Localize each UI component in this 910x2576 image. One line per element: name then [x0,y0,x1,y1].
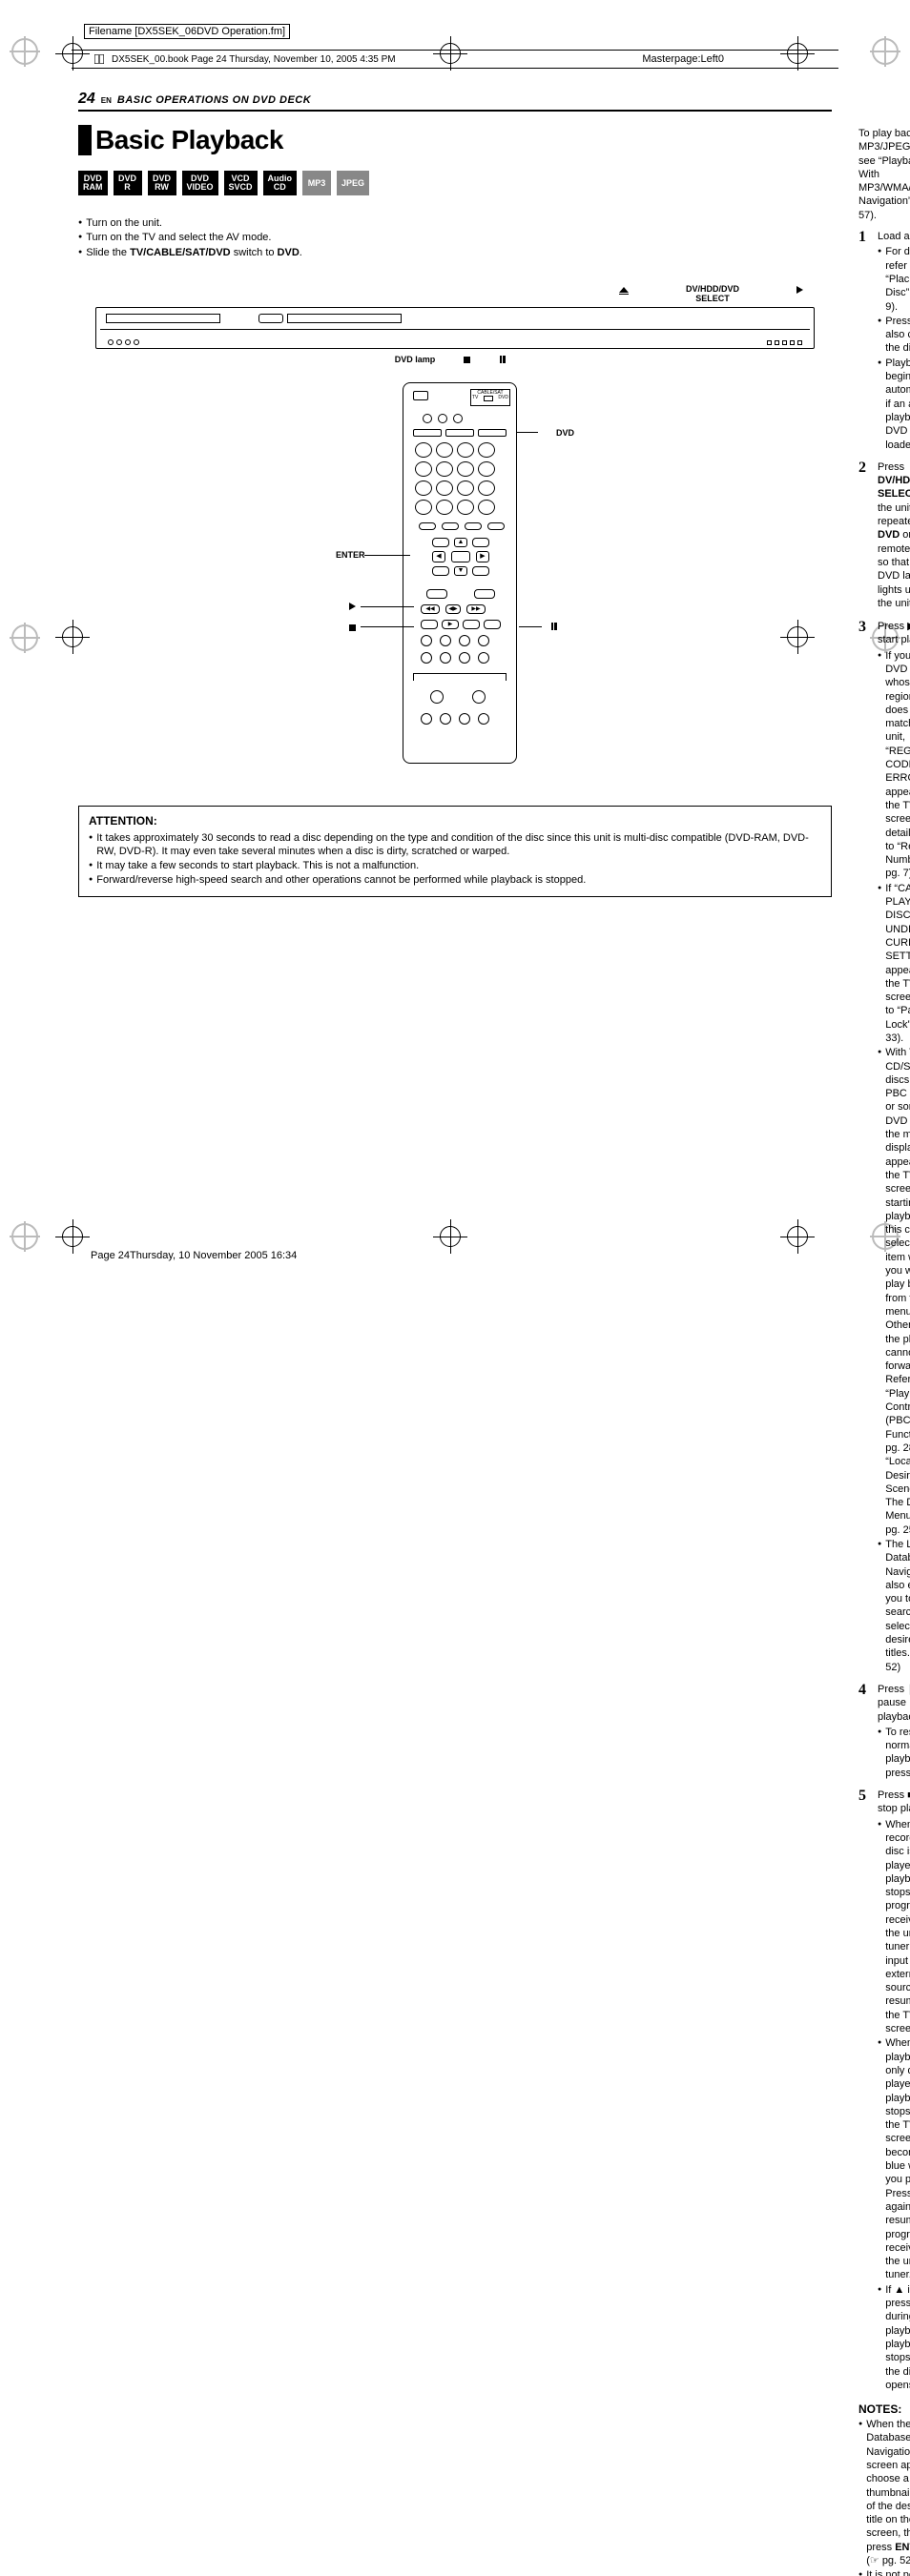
setup-bullets: Turn on the unit.Turn on the TV and sele… [78,216,832,259]
step-text: Press ▶ to start playback. [878,620,910,647]
remote-play-label [349,602,356,611]
step-body: Press ▶ to start playback.If you load a … [878,620,910,1675]
step: 3Press ▶ to start playback.If you load a… [858,620,910,1675]
format-badge: DVDR [114,171,142,195]
notes-item: When the Library Database Navigation scr… [858,2418,910,2567]
attention-item: It may take a few seconds to start playb… [89,859,821,872]
stop-icon [464,355,470,365]
notes-list: When the Library Database Navigation scr… [858,2418,910,2576]
play-symbol-label [796,284,803,303]
deck-bottom-labels: DVD lamp [78,355,832,365]
step: 4Press ❚❚ to pause playback.To resume no… [858,1683,910,1781]
step-text: Load a disc. [878,230,910,243]
dvd-lamp-label: DVD lamp [395,355,436,365]
select-label-line2: SELECT [686,294,739,303]
page-number-row: 24 EN BASIC OPERATIONS ON DVD DECK [78,91,832,112]
heading-text: Basic Playback [95,125,283,155]
step-sub-item: To resume normal playback, press ▶. [878,1726,910,1780]
remote-stop-label [349,623,356,632]
format-badge: DVDRAM [78,171,108,195]
reg-mark [872,38,899,65]
step-text: Press ■ to stop playback. [878,1789,910,1816]
header-book-icon: DX5SEK_00.book Page 24 Thursday, Novembe… [93,52,396,66]
attention-heading: ATTENTION: [89,814,821,828]
step-sub-item: Pressing ▶ also closes the disc tray. [878,315,910,356]
step-sub-item: With Video CD/SVCD discs with PBC contro… [878,1046,910,1537]
setup-bullet-item: Turn on the unit. [78,216,832,230]
reg-mark [11,38,38,65]
attention-box: ATTENTION: It takes approximately 30 sec… [78,806,832,897]
right-intro: To play back an MP3/JPEG disc, see “Play… [858,127,910,222]
step-sub-item: If “CAN NOT PLAY BACK DISC UNDER CURRENT… [878,882,910,1046]
remote-illustration: CABLE/SAT TVDVD [336,382,574,783]
page: Filename [DX5SEK_06DVD Operation.fm] DX5… [0,0,910,1288]
notes-item: It is not possible to playback the DVD d… [858,2568,910,2576]
step-text: Press ❚❚ to pause playback. [878,1683,910,1724]
deck-illustration [95,307,815,349]
filename-label: Filename [DX5SEK_06DVD Operation.fm] [84,24,290,39]
step-sub-list: If you load a DVD disc whose region code… [878,649,910,1674]
heading-bar [78,125,92,155]
format-badge: DVDRW [148,171,176,195]
step-number: 3 [858,620,872,1675]
step-sub-item: For details, refer to “Placing A Disc” (… [878,245,910,313]
deck-top-labels: DV/HDD/DVD SELECT [78,284,832,303]
step-number: 5 [858,1789,872,2393]
step-body: Press ❚❚ to pause playback.To resume nor… [878,1683,910,1781]
step: 5Press ■ to stop playback.When a recorda… [858,1789,910,2393]
reg-mark [11,624,38,651]
step-number: 2 [858,460,872,612]
select-label-line1: DV/HDD/DVD [686,284,739,294]
step: 1 Load a disc. For details, refer to “Plac… [858,230,910,453]
format-badge: JPEG [337,171,369,195]
step-body: Press ■ to stop playback.When a recordab… [878,1789,910,2393]
step-number: 4 [858,1683,872,1781]
attention-item: Forward/reverse high-speed search and ot… [89,873,821,887]
attention-list: It takes approximately 30 seconds to rea… [89,831,821,888]
step-sub-list: For details, refer to “Placing A Disc” (… [878,245,910,451]
step: 2Press DV/HDD/DVD SELECT on the unit rep… [858,460,910,612]
format-badge: MP3 [302,171,331,195]
setup-bullet-item: Slide the TV/CABLE/SAT/DVD switch to DVD… [78,246,832,259]
step-sub-item: The Library Database Navigation also ena… [878,1538,910,1674]
right-column: To play back an MP3/JPEG disc, see “Play… [858,91,910,2576]
step-sub-item: When a recordable disc is played, playba… [878,1818,910,2036]
page-header-bar: DX5SEK_00.book Page 24 Thursday, Novembe… [72,50,838,69]
format-badge: AudioCD [263,171,298,195]
attention-item: It takes approximately 30 seconds to rea… [89,831,821,859]
step-body: Load a disc. For details, refer to “Placi… [878,230,910,453]
step-body: Press DV/HDD/DVD SELECT on the unit repe… [878,460,910,612]
page-lang: EN [101,96,112,105]
step-sub-item: If ▲ is pressed during playback, playbac… [878,2283,910,2392]
format-badges: DVDRAMDVDRDVDRWDVDVIDEOVCDSVCDAudioCDMP3… [78,171,832,195]
steps: 1 Load a disc. For details, refer to “Plac… [858,230,910,2393]
pause-icon [499,355,506,365]
format-badge: DVDVIDEO [182,171,218,195]
step-sub-item: If you load a DVD disc whose region code… [878,649,910,881]
step-sub-list: When a recordable disc is played, playba… [878,1818,910,2392]
page-number: 24 [78,91,95,108]
main-heading: Basic Playback [78,125,832,155]
header-left-text: DX5SEK_00.book Page 24 Thursday, Novembe… [112,54,396,65]
format-badge: VCDSVCD [224,171,258,195]
setup-bullet-item: Turn on the TV and select the AV mode. [78,231,832,244]
remote-outline: CABLE/SAT TVDVD [403,382,517,764]
footer-text: Page 24Thursday, 10 November 2005 16:34 [91,1250,297,1261]
content-columns: 24 EN BASIC OPERATIONS ON DVD DECK Basic… [78,91,832,2576]
header-right-text: Masterpage:Left0 [642,53,724,65]
remote-enter-label: ENTER [336,550,365,560]
reg-mark [11,1223,38,1250]
remote-dvd-label: DVD [556,428,574,438]
eject-symbol-label [619,284,629,303]
step-text: Press DV/HDD/DVD SELECT on the unit repe… [878,460,910,610]
step-sub-list: To resume normal playback, press ▶. [878,1726,910,1780]
select-label: DV/HDD/DVD SELECT [686,284,739,303]
step-sub-item: When a playback-only disc is played, pla… [878,2036,910,2281]
step-sub-item: Playback begins automatically if an auto… [878,357,910,452]
step-number: 1 [858,230,872,453]
notes-heading: NOTES: [858,2402,910,2416]
left-column: 24 EN BASIC OPERATIONS ON DVD DECK Basic… [78,91,832,2576]
remote-pause-label [550,623,557,633]
section-title: BASIC OPERATIONS ON DVD DECK [117,94,311,106]
